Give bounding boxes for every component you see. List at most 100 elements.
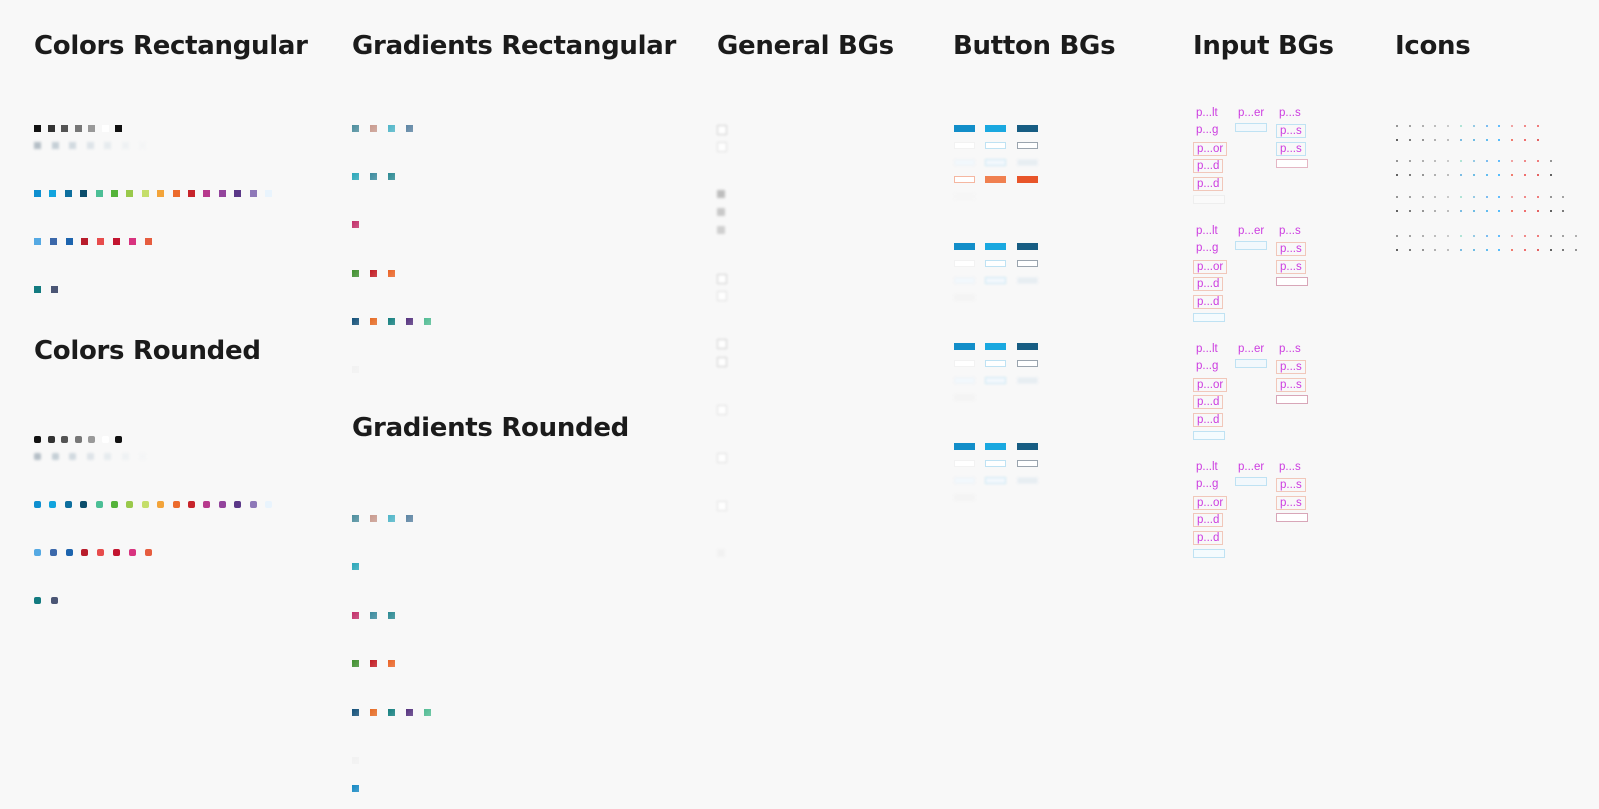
button-bg-light: [954, 277, 975, 284]
button-bg-light: [954, 477, 975, 484]
icon-dot: [1485, 139, 1488, 141]
color-swatch: [34, 597, 41, 604]
icon-dot: [1511, 210, 1514, 212]
color-swatch: [51, 142, 59, 149]
button-bg-outline: [954, 460, 975, 467]
color-swatch: [234, 190, 242, 197]
button-bg-outline: [985, 142, 1006, 149]
icon-dot: [1549, 235, 1552, 237]
button-bg-outline: [1017, 460, 1038, 467]
input-label: p...s: [1276, 360, 1306, 375]
color-swatch: [81, 238, 89, 245]
color-swatch: [144, 549, 152, 556]
color-swatch: [47, 125, 55, 132]
icon-dot: [1460, 235, 1462, 237]
icon-dot: [1536, 139, 1539, 141]
icon-dot: [1396, 139, 1398, 141]
icon-dot: [1511, 125, 1514, 127]
button-bg-faint: [954, 193, 975, 200]
gradient-swatch: [370, 173, 377, 180]
icon-dot: [1434, 125, 1437, 127]
gradient-swatch: [388, 318, 395, 325]
color-swatch: [249, 501, 257, 508]
icon-dot: [1472, 174, 1475, 176]
color-swatch: [113, 238, 120, 245]
gradient-swatch: [370, 660, 377, 667]
button-bg-light: [1017, 377, 1038, 384]
color-swatch: [97, 238, 105, 245]
heading-button-bgs: Button BGs: [953, 31, 1116, 61]
color-swatch: [265, 190, 272, 197]
color-swatch: [65, 549, 73, 556]
color-swatch: [218, 501, 226, 508]
color-swatch: [203, 190, 211, 197]
color-swatch: [64, 501, 72, 508]
color-swatch: [115, 125, 122, 132]
input-label: p...d: [1193, 412, 1224, 427]
input-box: [1193, 195, 1225, 204]
gradient-swatch: [370, 318, 377, 325]
icon-dot: [1460, 196, 1462, 198]
gradient-swatch: [388, 612, 395, 619]
icon-dot: [1408, 210, 1411, 212]
icon-dot: [1511, 160, 1514, 162]
icon-dot: [1408, 139, 1411, 141]
gradient-swatch: [352, 173, 359, 180]
icon-dot: [1408, 235, 1411, 237]
button-bg-faint: [954, 394, 975, 401]
gradient-swatch: [352, 318, 359, 325]
input-label: p...g: [1196, 360, 1219, 373]
icon-dot: [1421, 235, 1424, 237]
icon-dot: [1511, 196, 1514, 198]
icon-dot: [1396, 196, 1398, 198]
button-bg-light: [1017, 159, 1038, 166]
input-label: p...d: [1193, 159, 1224, 174]
general-bg-swatch: [717, 226, 725, 234]
gradient-swatch: [388, 173, 395, 180]
general-bg-swatch: [717, 125, 727, 135]
icon-dot: [1396, 174, 1398, 176]
gradient-swatch: [352, 785, 359, 792]
icon-dot: [1421, 210, 1424, 212]
icon-dot: [1536, 235, 1539, 237]
color-swatch: [139, 453, 146, 460]
icon-dot: [1549, 160, 1552, 162]
input-box: [1193, 431, 1225, 440]
color-swatch: [113, 549, 120, 556]
input-label: p...er: [1238, 107, 1265, 119]
heading-general-bgs: General BGs: [717, 31, 894, 61]
icon-dot: [1472, 125, 1475, 127]
button-bg-primary: [1017, 243, 1038, 250]
color-swatch: [104, 453, 111, 460]
icon-dot: [1396, 210, 1398, 212]
color-swatch: [69, 142, 76, 149]
color-swatch: [121, 453, 129, 460]
color-swatch: [74, 436, 82, 443]
icon-dot: [1498, 235, 1501, 237]
color-swatch: [34, 549, 41, 556]
icon-dot: [1460, 139, 1462, 141]
gradient-swatch: [352, 709, 359, 716]
gradient-swatch: [388, 709, 395, 716]
color-swatch: [126, 190, 134, 197]
icon-dot: [1536, 249, 1539, 251]
input-label: p...d: [1193, 513, 1224, 528]
gradient-swatch: [352, 612, 359, 619]
button-bg-faint: [954, 494, 975, 501]
icon-dot: [1498, 160, 1501, 162]
icon-dot: [1447, 249, 1450, 251]
input-label: p...lt: [1196, 343, 1218, 355]
gradient-swatch: [406, 709, 413, 716]
input-label: p...or: [1193, 495, 1228, 510]
color-swatch: [61, 125, 68, 132]
color-swatch: [141, 190, 149, 197]
input-label: p...s: [1276, 242, 1306, 257]
button-bg-outline: [1017, 360, 1038, 367]
color-swatch: [141, 501, 149, 508]
icon-dot: [1472, 196, 1475, 198]
button-bg-primary: [1017, 125, 1038, 132]
button-bg-primary: [985, 343, 1006, 350]
input-label: p...s: [1279, 107, 1301, 119]
input-label: p...lt: [1196, 225, 1218, 237]
button-bg-light: [1017, 277, 1038, 284]
